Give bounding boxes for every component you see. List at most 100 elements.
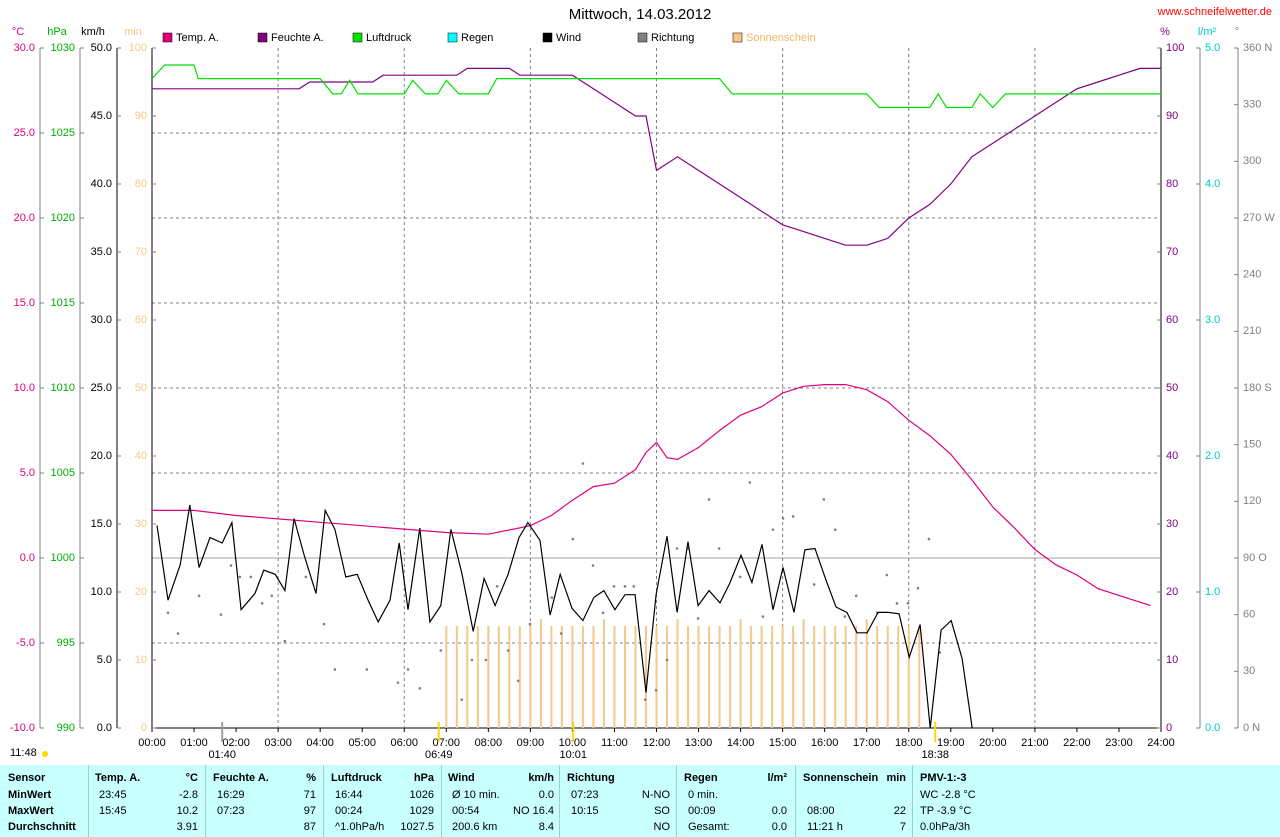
y-tick-label: 1020 bbox=[51, 212, 75, 224]
x-tick-label: 16:00 bbox=[811, 737, 839, 749]
direction-dot bbox=[717, 547, 721, 550]
direction-dot bbox=[906, 602, 910, 605]
y-tick-label: 330 bbox=[1243, 99, 1261, 111]
cell-left: 07:23 bbox=[217, 805, 245, 817]
direction-dot bbox=[516, 679, 520, 683]
cell-right: 1027.5 bbox=[400, 821, 434, 833]
cell-right: 1026 bbox=[409, 789, 434, 801]
direction-dot bbox=[916, 586, 920, 590]
sun-bar bbox=[697, 626, 700, 728]
x-tick-label: 17:00 bbox=[853, 737, 881, 749]
cell-left: Ø 10 min. bbox=[452, 789, 500, 801]
cell-right: 7 bbox=[899, 821, 906, 833]
column-unit: % bbox=[306, 772, 316, 784]
column-separator bbox=[795, 765, 796, 837]
column-title: PMV-1:-3 bbox=[920, 772, 967, 784]
sun-icon bbox=[42, 751, 48, 757]
cell-right: 0.0 bbox=[538, 789, 554, 801]
sun-bar bbox=[550, 626, 553, 728]
sun-bar bbox=[823, 626, 826, 728]
x-tick-label: 12:00 bbox=[643, 737, 671, 749]
y-tick-label: 35.0 bbox=[91, 246, 112, 258]
y-tick-label: 10.0 bbox=[14, 382, 35, 394]
column-separator bbox=[559, 765, 560, 837]
chart: Mittwoch, 14.03.2012 www.schneifelwetter… bbox=[10, 6, 1275, 761]
direction-dot bbox=[738, 575, 742, 579]
y-tick-label: 90 bbox=[1166, 110, 1178, 122]
direction-dot bbox=[654, 688, 658, 692]
y-tick-label: 0 bbox=[141, 722, 147, 734]
sun-bar bbox=[529, 626, 532, 728]
y-tick-label: 40 bbox=[1166, 450, 1178, 462]
y-tick-label: 30.0 bbox=[91, 314, 112, 326]
y-tick-label: 210 bbox=[1243, 325, 1261, 337]
y-tick-label: 0 N bbox=[1243, 722, 1260, 734]
sun-bar bbox=[466, 626, 469, 728]
cell-right: N-NO bbox=[641, 789, 670, 801]
x-tick-label: 04:00 bbox=[306, 737, 334, 749]
y-tick-label: 70 bbox=[135, 246, 147, 258]
direction-dot bbox=[854, 594, 858, 598]
direction-dot bbox=[229, 564, 233, 567]
axis-unit: °C bbox=[12, 26, 24, 38]
cell-left: 00:54 bbox=[452, 805, 480, 817]
sun-bar bbox=[897, 626, 900, 728]
x-tick-label: 20:00 bbox=[979, 737, 1007, 749]
direction-dot bbox=[396, 681, 400, 684]
y-tick-label: 1.0 bbox=[1205, 586, 1220, 598]
legend-label: Wind bbox=[556, 32, 581, 44]
y-tick-label: 1005 bbox=[51, 467, 75, 479]
series-line bbox=[151, 64, 1161, 109]
y-tick-label: 0.0 bbox=[20, 552, 35, 564]
cell-right: 0.0 bbox=[771, 805, 787, 817]
column-title: Regen bbox=[684, 772, 718, 784]
y-tick-label: 90 O bbox=[1243, 552, 1267, 564]
legend-label: Temp. A. bbox=[176, 32, 219, 44]
direction-dot bbox=[176, 632, 180, 635]
direction-dot bbox=[283, 639, 287, 643]
x-tick-label: 23:00 bbox=[1105, 737, 1133, 749]
legend-label: Richtung bbox=[651, 32, 694, 44]
direction-dot bbox=[528, 622, 532, 626]
column-separator bbox=[323, 765, 324, 837]
y-tick-label: -10.0 bbox=[10, 722, 35, 734]
sun-bar bbox=[445, 626, 448, 728]
time-marker-label: 10:01 bbox=[559, 749, 587, 761]
column-unit: °C bbox=[185, 772, 198, 784]
direction-dot bbox=[304, 575, 308, 579]
direction-dot bbox=[219, 613, 223, 616]
sun-bar bbox=[455, 626, 458, 728]
x-tick-label: 03:00 bbox=[264, 737, 292, 749]
direction-dot bbox=[559, 632, 563, 635]
sun-bar bbox=[792, 626, 795, 728]
direction-dot bbox=[249, 575, 253, 579]
y-tick-label: 5.0 bbox=[20, 467, 35, 479]
stats-table: Sensor Temp. A. °C Feuchte A.% Luftdruck hPa W… bbox=[0, 765, 1280, 837]
x-tick-label: 13:00 bbox=[685, 737, 713, 749]
direction-dot bbox=[418, 687, 422, 690]
direction-dot bbox=[550, 596, 554, 599]
y-tick-label: 30 bbox=[135, 518, 147, 530]
x-tick-label: 00:00 bbox=[138, 737, 166, 749]
y-tick-label: 1030 bbox=[51, 42, 75, 54]
sun-bar bbox=[592, 626, 595, 728]
cell-right: 87 bbox=[303, 821, 316, 833]
y-tick-label: 80 bbox=[135, 178, 147, 190]
cell-left: WC -2.8 °C bbox=[920, 789, 976, 801]
y-tick-label: 60 bbox=[1166, 314, 1178, 326]
y-tick-label: 10 bbox=[1166, 654, 1178, 666]
column-unit: l/m² bbox=[767, 772, 787, 784]
x-tick-label: 15:00 bbox=[769, 737, 797, 749]
y-tick-label: 80 bbox=[1166, 178, 1178, 190]
direction-dot bbox=[632, 585, 636, 588]
cell-right: 97 bbox=[303, 805, 316, 817]
y-tick-label: 270 W bbox=[1243, 212, 1275, 224]
x-tick-label: 09:00 bbox=[517, 737, 545, 749]
direction-dot bbox=[812, 583, 816, 586]
y-tick-label: 30 bbox=[1243, 665, 1255, 677]
cell-right: NO bbox=[653, 821, 671, 833]
sun-bar bbox=[813, 626, 816, 728]
y-tick-label: 300 bbox=[1243, 155, 1261, 167]
y-tick-label: 1025 bbox=[51, 127, 75, 139]
